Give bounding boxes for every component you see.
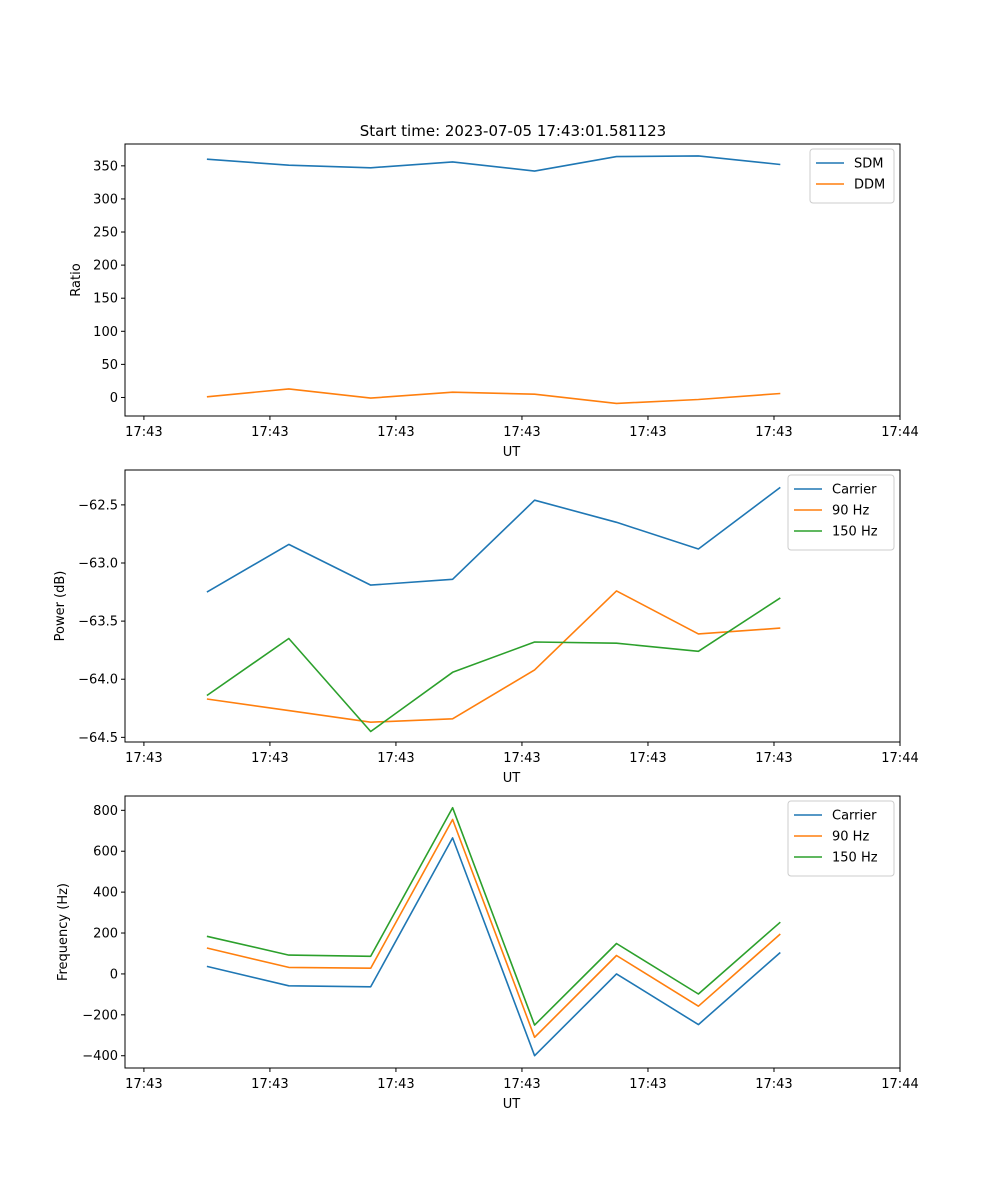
y-tick-label: 0 <box>110 391 118 406</box>
y-tick-label: −63.5 <box>78 615 118 630</box>
x-tick-label: 17:43 <box>251 425 288 440</box>
chart-panel-2: −64.5 −64.0 −63.5 −63.0 −62.5 17:43 17:43 17:43… <box>53 469 919 786</box>
x-tick-label: 17:43 <box>629 425 666 440</box>
legend-label: 90 Hz <box>832 830 869 845</box>
y-tick-label: 100 <box>93 325 118 340</box>
x-tick-label: 17:43 <box>125 1077 162 1092</box>
y-tick-label: 150 <box>93 292 118 307</box>
x-axis-label: UT <box>503 1097 521 1112</box>
y-tick-label: −200 <box>82 1008 118 1023</box>
axes-frame <box>124 795 901 1069</box>
y-tick-label: −64.5 <box>78 731 118 746</box>
legend-label: 90 Hz <box>832 504 869 519</box>
x-tick-label: 17:44 <box>881 751 918 766</box>
legend-label: Carrier <box>832 809 877 824</box>
legend-label: SDM <box>854 157 883 172</box>
series-line-90-hz <box>206 590 781 724</box>
legend: Carrier 90 Hz 150 Hz <box>787 800 895 877</box>
y-tick-label: 800 <box>93 804 118 819</box>
x-tick-label: 17:43 <box>125 751 162 766</box>
y-tick-label: 200 <box>93 927 118 942</box>
x-axis-label: UT <box>503 445 521 460</box>
legend-label: Carrier <box>832 483 877 498</box>
y-tick-label: 0 <box>110 967 118 982</box>
x-tick-label: 17:43 <box>251 751 288 766</box>
legend-label: DDM <box>854 178 885 193</box>
x-tick-label: 17:43 <box>125 425 162 440</box>
y-axis-label: Power (dB) <box>53 571 68 642</box>
y-tick-label: −64.0 <box>78 673 118 688</box>
x-tick-label: 17:43 <box>629 751 666 766</box>
x-tick-label: 17:43 <box>377 1077 414 1092</box>
series-line-carrier <box>206 837 781 1057</box>
y-tick-label: −62.5 <box>78 498 118 513</box>
x-tick-label: 17:43 <box>755 1077 792 1092</box>
y-tick-label: −400 <box>82 1049 118 1064</box>
legend-label: 150 Hz <box>832 851 878 866</box>
series-line-150-hz <box>206 806 781 1026</box>
series-line-90-hz <box>206 818 781 1039</box>
x-axis-label: UT <box>503 771 521 786</box>
y-tick-label: 200 <box>93 259 118 274</box>
x-tick-label: 17:43 <box>377 425 414 440</box>
x-tick-label: 17:44 <box>881 425 918 440</box>
x-tick-label: 17:43 <box>251 1077 288 1092</box>
series-line-carrier <box>206 486 781 593</box>
x-tick-label: 17:43 <box>629 1077 666 1092</box>
legend-label: 150 Hz <box>832 525 878 540</box>
y-tick-label: 350 <box>93 159 118 174</box>
x-tick-label: 17:43 <box>377 751 414 766</box>
y-tick-label: 600 <box>93 845 118 860</box>
legend: Carrier 90 Hz 150 Hz <box>787 474 895 551</box>
figure-title: Start time: 2023-07-05 17:43:01.581123 <box>360 122 666 140</box>
series-line-sdm <box>206 155 781 172</box>
axes-frame <box>124 143 901 417</box>
x-tick-label: 17:43 <box>503 1077 540 1092</box>
x-tick-label: 17:43 <box>503 751 540 766</box>
x-tick-label: 17:43 <box>755 751 792 766</box>
chart-panel-1: 0 50 100 150 200 250 300 350 17:43 17:43 17:43 17:4… <box>69 143 919 460</box>
y-tick-label: 300 <box>93 192 118 207</box>
x-tick-label: 17:44 <box>881 1077 918 1092</box>
axes-frame <box>124 469 901 743</box>
x-tick-label: 17:43 <box>755 425 792 440</box>
y-tick-label: 400 <box>93 886 118 901</box>
y-tick-label: −63.0 <box>78 556 118 571</box>
chart-panel-3: −400 −200 0 200 400 600 800 17:43 17:43 17:43 17:4… <box>56 795 919 1112</box>
y-tick-label: 50 <box>101 358 118 373</box>
legend: SDM DDM <box>809 148 895 204</box>
y-axis-label: Ratio <box>69 263 84 296</box>
x-tick-label: 17:43 <box>503 425 540 440</box>
y-tick-label: 250 <box>93 226 118 241</box>
series-line-150-hz <box>206 597 781 733</box>
y-axis-label: Frequency (Hz) <box>56 883 71 981</box>
series-line-ddm <box>206 388 781 405</box>
